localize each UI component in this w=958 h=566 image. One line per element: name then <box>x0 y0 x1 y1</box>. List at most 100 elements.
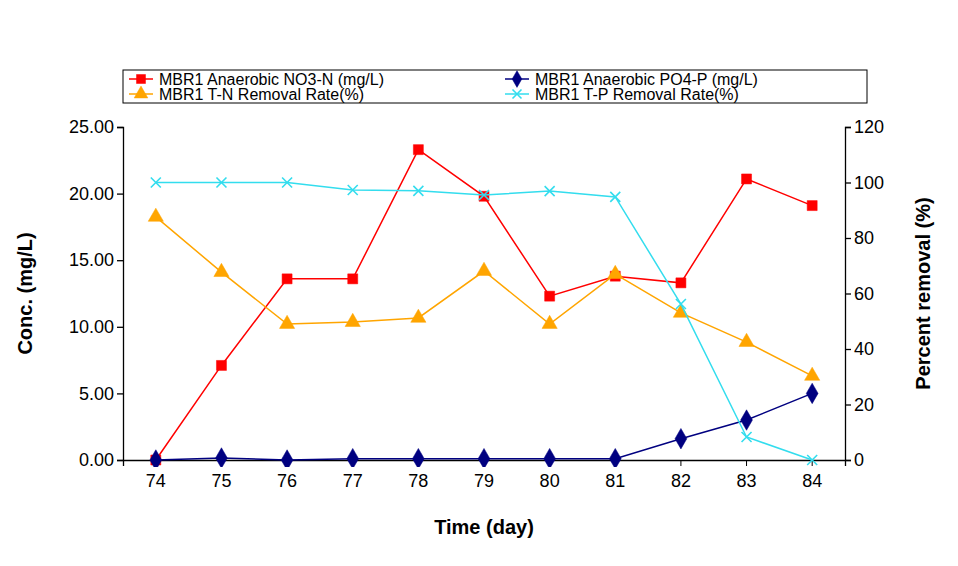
y-axis: 0.00 5.00 10.00 15.00 20.00 25.00 <box>69 117 124 470</box>
tick-label: 20.00 <box>69 184 114 204</box>
legend-item: MBR1 T-N Removal Rate(%) <box>129 86 364 103</box>
point-marker <box>544 448 556 467</box>
point-marker <box>739 333 754 346</box>
tick-mark <box>746 460 747 466</box>
tick-label: 80 <box>540 471 560 491</box>
tick-label: 15.00 <box>69 250 114 270</box>
chart: 74757677787980818283840.005.0010.0015.00… <box>0 0 958 566</box>
point-marker <box>545 291 555 301</box>
tick-label: 82 <box>671 471 691 491</box>
tick-mark <box>845 404 851 405</box>
point-marker <box>347 448 359 467</box>
point-marker <box>608 265 623 278</box>
tick-mark <box>845 349 851 350</box>
tick-label: 80 <box>854 228 874 248</box>
point-marker <box>806 383 818 403</box>
tick-label: 25.00 <box>69 117 114 137</box>
tick-label: 75 <box>211 471 231 491</box>
tick: 0.00 <box>79 450 123 470</box>
tick: 82 <box>671 460 691 491</box>
point-marker <box>216 178 226 188</box>
tick-label: 20 <box>854 395 874 415</box>
tick-mark <box>680 460 681 466</box>
point-marker <box>411 309 426 322</box>
series-line <box>156 150 812 460</box>
point-marker <box>281 450 293 467</box>
tick: 0 <box>845 450 864 470</box>
axis-line <box>846 128 852 461</box>
tick-mark <box>845 182 851 183</box>
point-marker <box>676 299 686 309</box>
point-marker <box>610 192 620 202</box>
point-marker <box>478 448 490 467</box>
tick: 15.00 <box>69 250 123 270</box>
tick-mark <box>845 460 851 461</box>
tick-mark <box>845 127 851 128</box>
tick-label: 40 <box>854 339 874 359</box>
point-marker <box>348 185 358 195</box>
legend-marker <box>513 90 522 99</box>
point-marker <box>676 278 686 288</box>
tick-mark <box>117 193 123 194</box>
point-marker <box>609 448 621 467</box>
tick: 5.00 <box>79 384 123 404</box>
point-marker <box>282 274 292 284</box>
tick-label: 76 <box>277 471 297 491</box>
x-axis-title: Time (day) <box>434 516 534 538</box>
point-marker <box>742 174 752 184</box>
tick: 25.00 <box>69 117 123 137</box>
point-marker <box>282 178 292 188</box>
point-marker <box>675 428 687 448</box>
plot-area <box>148 145 820 467</box>
tick: 120 <box>845 117 884 137</box>
legend-marker <box>512 71 522 88</box>
tick: 84 <box>802 460 822 491</box>
legend-marker <box>134 86 148 98</box>
point-marker <box>345 313 360 326</box>
point-marker <box>413 145 423 155</box>
tick-label: 60 <box>854 284 874 304</box>
point-marker <box>805 367 820 380</box>
point-marker <box>216 448 228 467</box>
tick-label: 83 <box>737 471 757 491</box>
tick-label: 84 <box>802 471 822 491</box>
axis-line <box>117 128 124 461</box>
point-marker <box>216 360 226 370</box>
tick-mark <box>117 260 123 261</box>
point-marker <box>150 450 162 467</box>
tick: 100 <box>845 173 884 193</box>
point-marker <box>807 455 817 465</box>
y2-axis-title: Percent removal (%) <box>912 197 934 389</box>
tick-label: 120 <box>854 117 884 137</box>
tick-label: 74 <box>146 471 166 491</box>
tick: 60 <box>845 284 874 304</box>
tick: 20 <box>845 395 874 415</box>
point-marker <box>479 191 489 201</box>
tick-label: 81 <box>605 471 625 491</box>
point-marker <box>807 201 817 211</box>
point-marker <box>214 263 229 276</box>
point-marker <box>542 315 557 328</box>
tick: 10.00 <box>69 317 123 337</box>
tick-mark <box>117 327 123 328</box>
point-marker <box>151 178 161 188</box>
tick-label: 79 <box>474 471 494 491</box>
tick-mark <box>117 460 123 461</box>
point-marker <box>479 190 489 200</box>
point-marker <box>413 186 423 196</box>
legend-item: MBR1 T-P Removal Rate(%) <box>505 86 739 103</box>
tick: 80 <box>845 228 874 248</box>
series-line <box>156 183 812 461</box>
tick: 20.00 <box>69 184 123 204</box>
legend-marker <box>137 75 146 84</box>
tick-label: 0.00 <box>79 450 114 470</box>
point-marker <box>348 274 358 284</box>
point-marker <box>545 186 555 196</box>
tick-mark <box>117 127 123 128</box>
legend-label: MBR1 T-P Removal Rate(%) <box>535 86 739 103</box>
legend: MBR1 Anaerobic NO3-N (mg/L)MBR1 Anaerobi… <box>123 70 867 103</box>
tick-label: 10.00 <box>69 317 114 337</box>
point-marker <box>279 315 294 328</box>
tick-label: 0 <box>854 450 864 470</box>
tick: 83 <box>737 460 757 491</box>
